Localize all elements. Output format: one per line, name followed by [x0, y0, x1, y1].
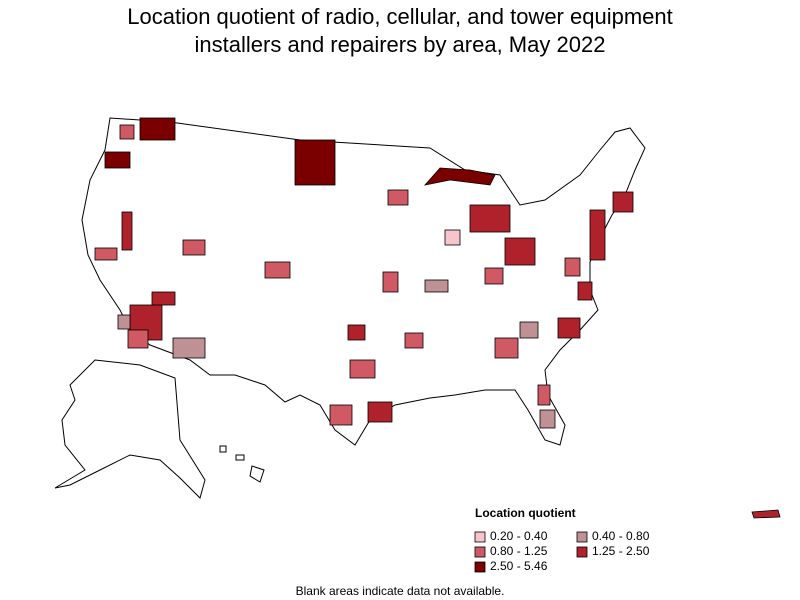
region: [519, 321, 539, 339]
hawaii: [219, 445, 265, 483]
puerto-rico: [751, 509, 781, 519]
region: [577, 281, 593, 301]
island: [235, 454, 245, 461]
island: [249, 465, 265, 483]
legend-label: 1.25 - 2.50: [592, 544, 650, 558]
region: [264, 261, 291, 279]
region: [117, 314, 131, 330]
region: [294, 139, 336, 186]
region: [387, 189, 409, 206]
region: [612, 191, 634, 213]
region: [127, 329, 149, 349]
region: [367, 401, 393, 423]
region: [172, 337, 206, 359]
region: [329, 404, 353, 426]
legend-swatch: [576, 546, 588, 558]
region: [382, 271, 399, 293]
footnote: Blank areas indicate data not available.: [296, 584, 505, 598]
region: [557, 317, 581, 339]
legend: Location quotient 0.20 - 0.40 0.40 - 0.80…: [474, 506, 650, 573]
legend-swatch: [576, 531, 588, 543]
region: [484, 267, 504, 285]
region: [404, 332, 424, 349]
island: [219, 445, 227, 453]
legend-label: 0.80 - 1.25: [490, 544, 548, 558]
region: [424, 279, 449, 293]
alaska: [54, 359, 206, 499]
legend-swatch: [474, 546, 486, 558]
region: [94, 247, 118, 261]
region: [539, 409, 556, 429]
region: [564, 257, 581, 277]
legend-swatch: [474, 561, 486, 573]
region: [121, 211, 133, 251]
legend-label: 0.20 - 0.40: [490, 529, 548, 543]
legend-swatch: [474, 531, 486, 543]
map: [54, 117, 781, 519]
region: [347, 324, 366, 341]
legend-label: 2.50 - 5.46: [490, 559, 548, 573]
legend-title: Location quotient: [475, 506, 576, 520]
region: [139, 117, 176, 141]
region: [537, 384, 551, 406]
region: [349, 359, 376, 379]
region: [423, 167, 496, 186]
region: [504, 237, 536, 266]
region: [119, 124, 135, 140]
title-line: Location quotient of radio, cellular, an…: [127, 4, 672, 29]
region: [444, 229, 461, 246]
title-line: installers and repairers by area, May 20…: [195, 32, 606, 57]
legend-label: 0.40 - 0.80: [592, 529, 650, 543]
region: [182, 239, 206, 256]
lower-48: [81, 117, 646, 446]
region: [151, 291, 176, 306]
region: [494, 337, 519, 359]
region: [589, 209, 606, 261]
region: [104, 151, 131, 169]
region: [469, 204, 511, 233]
